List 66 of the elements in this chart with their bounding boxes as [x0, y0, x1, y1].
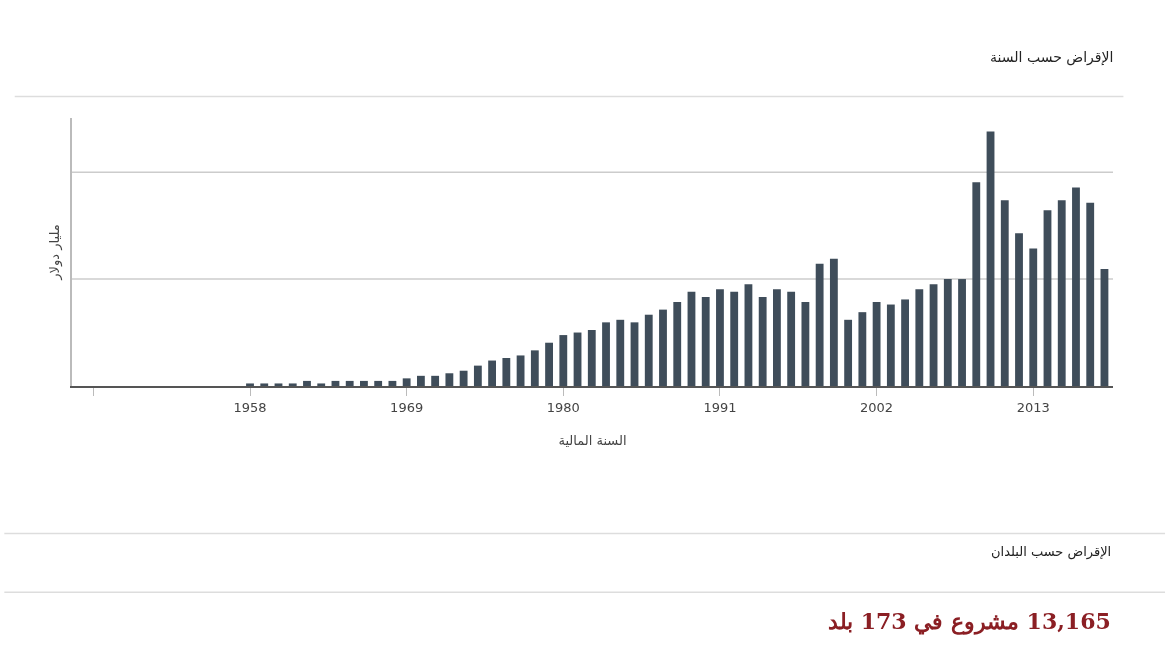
bar: [958, 279, 966, 386]
bar: [758, 296, 767, 386]
x-tick-label: 2013: [1016, 399, 1050, 415]
bar: [1043, 210, 1052, 386]
bar: [1057, 200, 1066, 386]
x-tick-label: 1980: [546, 399, 580, 415]
bar: [972, 182, 981, 386]
bar: [473, 365, 482, 386]
x-axis-title: السنة المالية: [558, 432, 627, 448]
bar: [744, 284, 753, 386]
bar: [530, 350, 539, 386]
bar: [929, 284, 938, 386]
bar: [659, 309, 667, 386]
bar: [716, 289, 724, 386]
bar: [246, 383, 254, 386]
bar: [288, 383, 297, 386]
bar: [303, 380, 311, 386]
text: الإقراض حسب البلدان: [991, 544, 1112, 560]
y-axis-title: مليار دولار: [46, 224, 63, 281]
bar: [773, 289, 781, 386]
bar: [801, 301, 810, 386]
bar: [545, 342, 553, 386]
bar: [673, 301, 682, 386]
bar: [488, 360, 497, 386]
bar: [815, 263, 824, 386]
bar: [360, 380, 368, 386]
bar: [260, 383, 269, 386]
bar: [630, 322, 639, 386]
bar: [1029, 248, 1038, 386]
bar: [516, 355, 525, 386]
bar: [829, 258, 838, 386]
bar: [587, 329, 596, 386]
x-tick-label: 2002: [860, 399, 894, 415]
bar: [915, 289, 924, 386]
bar: [701, 296, 710, 386]
bar: [445, 373, 454, 386]
bar: [345, 380, 354, 386]
bar: [1086, 202, 1095, 386]
bar: [730, 291, 739, 386]
bar: [459, 370, 468, 386]
bar: [844, 319, 853, 386]
bar: [431, 375, 440, 386]
bar: [901, 299, 909, 386]
x-tick-label: 1969: [390, 399, 424, 415]
bar: [787, 291, 796, 386]
bar: [416, 375, 425, 386]
chart-title: الإقراض حسب السنة: [990, 48, 1114, 66]
text: 13,165 مشروع في 173 بلد: [828, 608, 1111, 635]
bar: [317, 383, 326, 386]
bar: [644, 314, 653, 386]
bar: [872, 301, 881, 386]
bar: [559, 335, 568, 386]
bar: [502, 357, 511, 386]
x-tick-label: 1958: [233, 399, 267, 415]
x-tick-label: 1991: [703, 399, 737, 415]
bar: [1015, 233, 1023, 386]
bar: [274, 383, 283, 386]
bar: [886, 304, 895, 386]
bar: [602, 322, 610, 386]
bar: [1000, 200, 1009, 386]
bar: [374, 380, 383, 386]
bar: [1072, 187, 1080, 386]
bar: [402, 378, 411, 386]
bar: [616, 319, 625, 386]
bar: [858, 312, 867, 386]
bar: [943, 279, 952, 386]
